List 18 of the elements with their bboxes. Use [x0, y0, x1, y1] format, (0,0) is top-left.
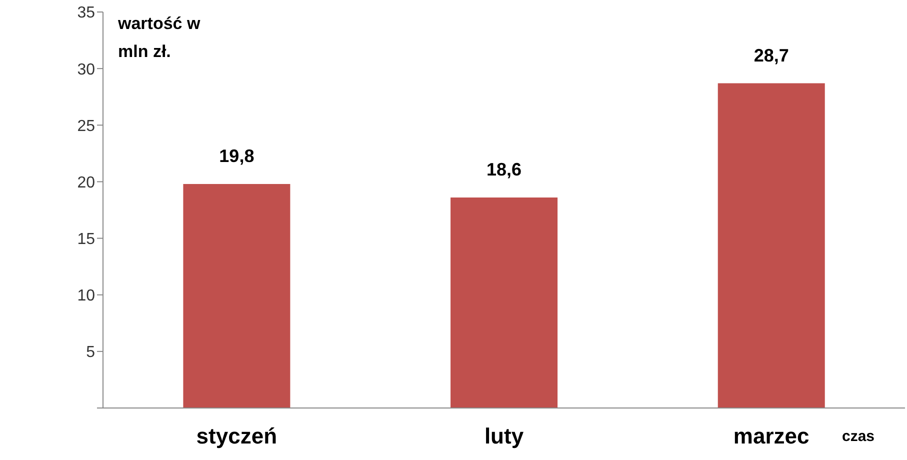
data-label: 28,7: [754, 45, 789, 66]
data-label: 18,6: [486, 160, 522, 180]
data-label: 19,8: [219, 146, 254, 166]
bar: [450, 198, 558, 408]
y-tick-label: 30: [77, 61, 96, 78]
bar: [183, 184, 290, 408]
y-tick-label: 35: [77, 4, 96, 22]
y-tick-label: 15: [77, 230, 96, 248]
x-tick-label: marzec: [733, 424, 810, 449]
x-tick-label: styczeń: [196, 424, 278, 449]
x-axis-title: czas: [842, 428, 875, 445]
y-tick-label: 25: [77, 118, 96, 135]
y-axis-title: wartość w mln zł.: [118, 13, 202, 63]
x-tick-label: luty: [484, 424, 524, 449]
y-tick-label: 10: [77, 288, 96, 305]
y-tick-label: 5: [86, 344, 96, 362]
bar: [718, 83, 825, 408]
y-tick-label: 20: [77, 174, 96, 192]
